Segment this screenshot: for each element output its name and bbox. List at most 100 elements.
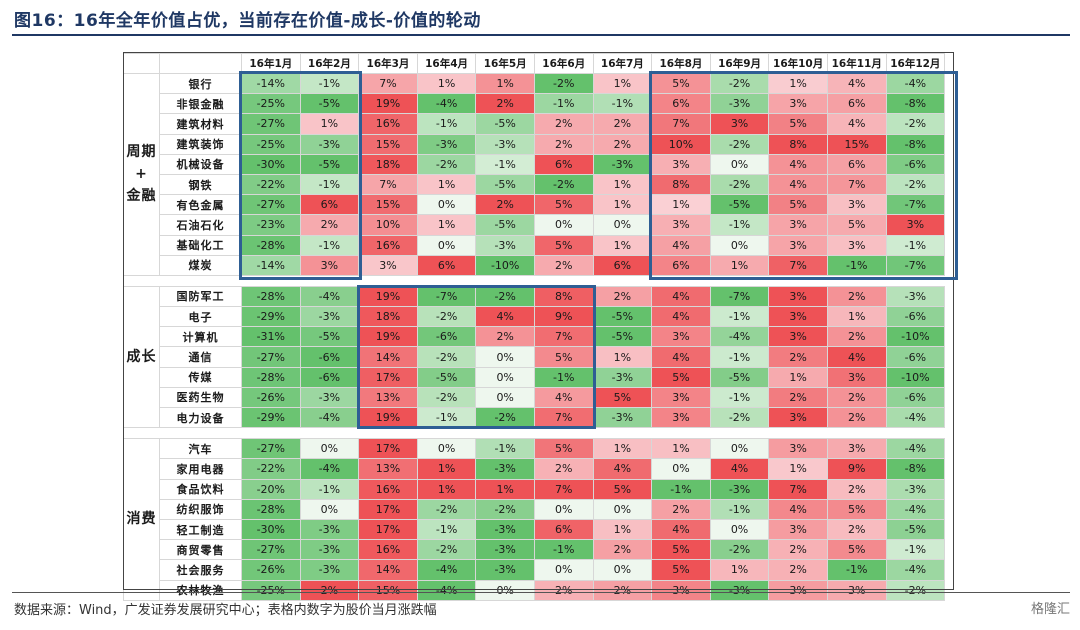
return-cell: 15% xyxy=(358,133,418,155)
return-cell: 0% xyxy=(416,194,477,216)
spacer-cell xyxy=(886,427,945,440)
return-cell: 4% xyxy=(826,113,887,135)
return-cell: 4% xyxy=(651,234,711,256)
spacer-cell xyxy=(241,274,301,287)
return-cell: 0% xyxy=(475,579,535,601)
return-cell: 5% xyxy=(533,438,594,460)
return-cell: -27% xyxy=(241,346,301,368)
return-cell: -1% xyxy=(475,438,535,460)
return-cell: 1% xyxy=(709,559,770,581)
return-cell: 4% xyxy=(709,458,770,480)
return-cell: 6% xyxy=(651,93,711,115)
return-cell: -4% xyxy=(416,579,477,601)
return-cell: -25% xyxy=(241,579,301,601)
return-cell: 0% xyxy=(592,214,653,236)
return-cell: 3% xyxy=(826,438,887,460)
return-cell: -4% xyxy=(416,93,477,115)
return-cell: 14% xyxy=(358,559,418,581)
return-cell: -23% xyxy=(241,214,301,236)
return-cell: 3% xyxy=(709,113,770,135)
return-cell: -7% xyxy=(885,194,946,216)
table-row: 食品饮料 -20% -1% 16% 1% 1% 7% 5% -1% -3% 7% 2% -3% xyxy=(124,478,946,500)
table-row: 计算机 -31% -5% 19% -6% 2% 7% -5% 3% -4% 3% 2% -10% xyxy=(124,326,946,348)
return-cell: -1% xyxy=(299,234,360,256)
return-cell: -5% xyxy=(709,366,770,388)
return-cell: -5% xyxy=(885,518,946,541)
return-cell: -7% xyxy=(709,285,770,308)
return-cell: 1% xyxy=(709,254,770,276)
return-cell: 3% xyxy=(299,254,360,276)
month-header: 16年7月 xyxy=(592,53,653,74)
spacer-cell xyxy=(534,427,594,440)
return-cell: 2% xyxy=(592,285,653,308)
figure-title: 图16：16年全年价值占优，当前存在价值-成长-价值的轮动 xyxy=(14,11,481,31)
return-cell: 0% xyxy=(533,559,594,581)
return-cell: 6% xyxy=(299,194,360,216)
return-cell: -1% xyxy=(826,254,887,276)
return-cell: 1% xyxy=(416,214,477,236)
return-cell: 19% xyxy=(358,326,418,348)
spacer-cell xyxy=(827,274,887,287)
header-row: 16年1月 16年2月 16年3月 16年4月 16年5月 16年6月 16年7月 16年8月… xyxy=(123,53,946,74)
return-cell: 13% xyxy=(358,386,418,409)
industry-label: 家用电器 xyxy=(159,458,242,480)
return-cell: 8% xyxy=(533,285,594,308)
return-cell: 2% xyxy=(768,386,828,409)
return-cell: -2% xyxy=(885,579,946,601)
return-cell: 1% xyxy=(651,438,711,460)
return-cell: 4% xyxy=(651,285,711,308)
return-cell: 2% xyxy=(475,326,535,348)
return-cell: 0% xyxy=(299,498,360,520)
return-cell: 3% xyxy=(826,366,887,388)
return-cell: 2% xyxy=(533,579,594,601)
return-cell: 0% xyxy=(709,518,770,541)
industry-label: 国防军工 xyxy=(159,285,242,308)
return-cell: -2% xyxy=(709,173,770,196)
industry-label: 煤炭 xyxy=(159,254,242,276)
table-row: 电子 -29% -3% 18% -2% 4% 9% -5% 4% -1% 3% 1% -6% xyxy=(124,306,946,328)
return-cell: 0% xyxy=(709,438,770,460)
table-row: 建筑装饰 -25% -3% 15% -3% -3% 2% 2% 10% -2% 8% 15% -8% xyxy=(124,133,946,155)
return-cell: 5% xyxy=(533,346,594,368)
month-header: 16年8月 xyxy=(651,53,711,74)
return-cell: 3% xyxy=(768,438,828,460)
return-cell: -1% xyxy=(416,518,477,541)
return-cell: -2% xyxy=(533,72,594,95)
return-cell: -3% xyxy=(475,518,535,541)
return-cell: -1% xyxy=(709,214,770,236)
return-cell: -1% xyxy=(826,559,887,581)
return-cell: -28% xyxy=(241,366,301,388)
return-cell: 1% xyxy=(592,438,653,460)
return-cell: -2% xyxy=(709,72,770,95)
return-cell: -25% xyxy=(241,133,301,155)
spacer-cell xyxy=(651,427,711,440)
table-body: 周期 + 金融 银行 -14% -1% 7% 1% 1% -2% 1% 5% -2% 1% 4% -4% 非… xyxy=(123,72,946,601)
return-cell: 0% xyxy=(475,346,535,368)
return-cell: -1% xyxy=(709,498,770,520)
return-cell: 0% xyxy=(651,458,711,480)
industry-label: 社会服务 xyxy=(159,559,242,581)
return-cell: -2% xyxy=(885,113,946,135)
group-spacer-row xyxy=(123,427,945,440)
return-cell: 5% xyxy=(768,113,828,135)
return-cell: 2% xyxy=(592,539,653,561)
return-cell: 5% xyxy=(651,366,711,388)
spacer-cell xyxy=(241,427,301,440)
return-cell: 0% xyxy=(475,366,535,388)
return-cell: 4% xyxy=(826,72,887,95)
return-cell: -6% xyxy=(299,346,360,368)
return-cell: 14% xyxy=(358,346,418,368)
return-cell: -6% xyxy=(885,153,946,175)
return-cell: 3% xyxy=(651,579,711,601)
return-cell: -2% xyxy=(416,539,477,561)
return-cell: 4% xyxy=(768,153,828,175)
return-cell: 2% xyxy=(826,406,887,429)
return-cell: -1% xyxy=(299,173,360,196)
return-cell: 2% xyxy=(826,386,887,409)
return-cell: -3% xyxy=(592,406,653,429)
return-cell: -3% xyxy=(475,133,535,155)
return-cell: -5% xyxy=(592,306,653,328)
return-cell: -5% xyxy=(592,326,653,348)
return-cell: -3% xyxy=(299,559,360,581)
table-row: 钢铁 -22% -1% 7% 1% -5% -2% 1% 8% -2% 4% 7% -2% xyxy=(124,173,946,196)
